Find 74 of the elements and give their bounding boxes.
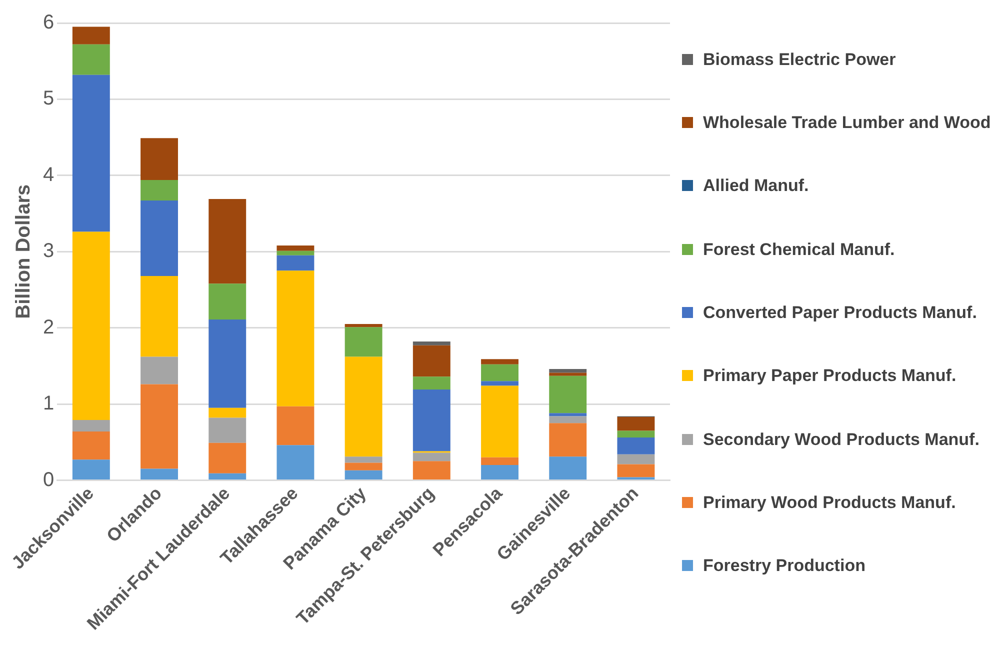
- bar: [208, 284, 246, 320]
- legend-label: Wholesale Trade Lumber and Wood: [703, 112, 991, 134]
- legend-label: Secondary Wood Products Manuf.: [703, 428, 980, 451]
- bar: [412, 345, 450, 377]
- bar: [140, 384, 178, 469]
- bar: [481, 364, 518, 382]
- bar: [208, 418, 246, 443]
- bar: [344, 327, 382, 357]
- bar: [72, 26, 110, 44]
- bar: [140, 356, 178, 384]
- bar: [481, 386, 518, 458]
- bar: [549, 368, 587, 373]
- legend-label: Primary Wood Products Manuf.: [703, 492, 956, 514]
- bar: [617, 416, 655, 431]
- bar: [276, 406, 314, 446]
- bar: [344, 462, 382, 470]
- bar: [617, 438, 655, 454]
- bar: [549, 372, 587, 376]
- bar: [549, 376, 587, 414]
- bar: [412, 461, 450, 480]
- bar: [481, 359, 518, 364]
- bar: [344, 356, 382, 457]
- bar: [140, 138, 178, 180]
- bar: [412, 342, 450, 346]
- bar: [276, 250, 314, 256]
- bar: [208, 442, 246, 474]
- legend-label: Forest Chemical Manuf.: [703, 238, 895, 261]
- bar: [208, 319, 246, 408]
- y-tick-label: 0: [43, 468, 54, 491]
- y-axis-title: Billion Dollars: [12, 184, 35, 319]
- bar: [208, 199, 246, 284]
- bar: [140, 468, 178, 480]
- bar: [617, 430, 655, 438]
- bar: [481, 381, 518, 386]
- y-tick-label: 1: [43, 392, 54, 415]
- bar: [412, 452, 450, 462]
- bar: [549, 456, 587, 480]
- legend-label: Forestry Production: [703, 555, 866, 578]
- bar: [72, 460, 110, 480]
- bar: [549, 423, 587, 457]
- bar: [276, 255, 314, 271]
- legend-label: Converted Paper Products Manuf.: [703, 302, 977, 324]
- bar: [549, 416, 587, 424]
- bar: [617, 464, 655, 478]
- y-tick-label: 5: [43, 88, 54, 110]
- bar: [140, 276, 178, 357]
- bar: [276, 246, 314, 251]
- bar: [140, 200, 178, 276]
- bar: [72, 44, 110, 75]
- y-tick-label: 3: [43, 240, 54, 262]
- bar: [481, 457, 518, 465]
- bar: [344, 456, 382, 463]
- bar: [412, 390, 450, 452]
- bar: [140, 180, 178, 201]
- bar: [276, 445, 314, 480]
- bar: [412, 376, 450, 390]
- legend-label: Biomass Electric Power: [703, 48, 896, 71]
- bar: [276, 270, 314, 406]
- bar: [549, 413, 587, 416]
- legend-label: Allied Manuf.: [703, 175, 809, 198]
- y-tick-label: 2: [43, 316, 54, 338]
- bar: [481, 464, 518, 480]
- bar: [344, 324, 382, 328]
- bar: [208, 408, 246, 418]
- legend-label: Primary Paper Products Manuf.: [703, 365, 956, 388]
- bar: [72, 420, 110, 432]
- bar: [208, 473, 246, 480]
- bar: [72, 431, 110, 460]
- y-tick-label: 4: [43, 164, 54, 186]
- bar: [344, 470, 382, 480]
- bar: [72, 232, 110, 420]
- bar: [617, 454, 655, 464]
- y-tick-label: 6: [43, 12, 54, 34]
- bar: [72, 74, 110, 232]
